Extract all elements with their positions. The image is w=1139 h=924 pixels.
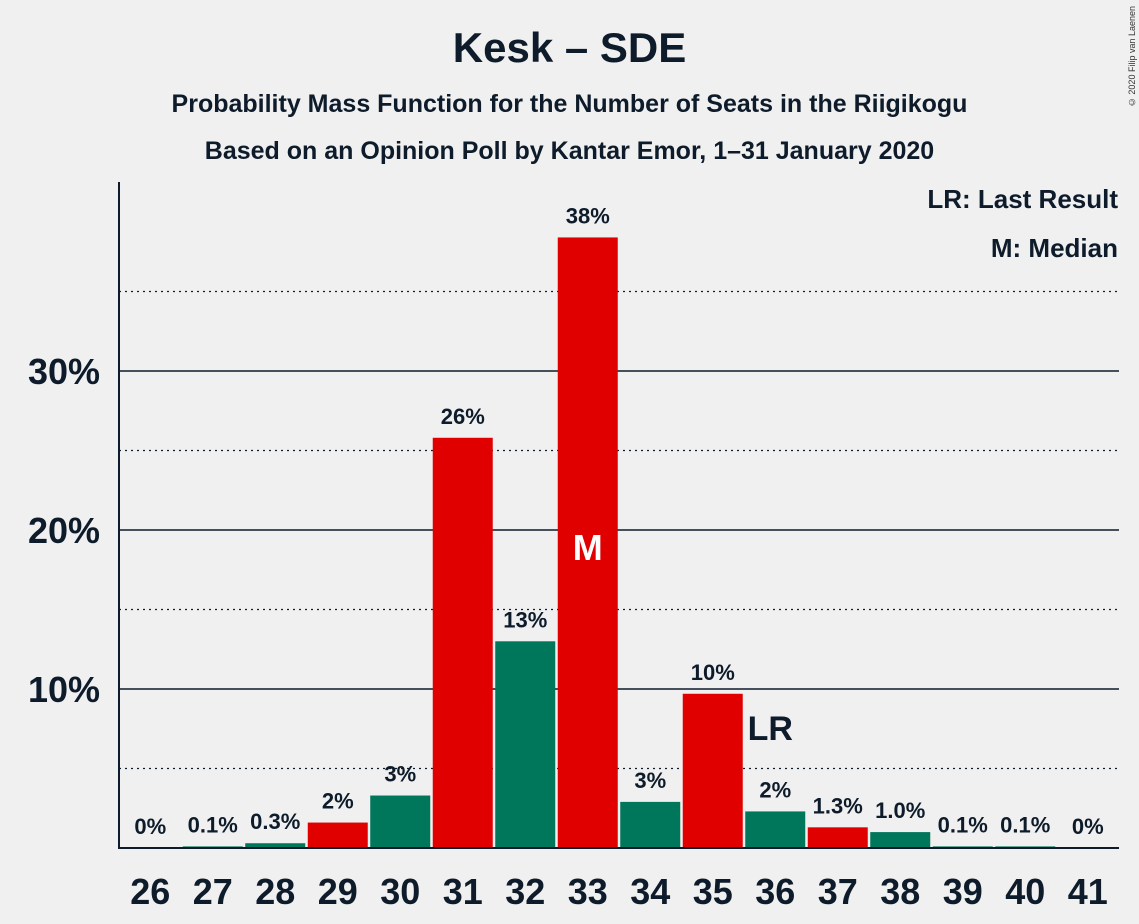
x-tick-label: 36 xyxy=(755,871,795,912)
y-tick-label: 10% xyxy=(28,669,100,710)
bar-value-label: 2% xyxy=(759,777,791,802)
bar-value-label: 1.3% xyxy=(813,793,863,818)
x-tick-label: 28 xyxy=(255,871,295,912)
x-tick-label: 37 xyxy=(818,871,858,912)
x-tick-label: 41 xyxy=(1068,871,1108,912)
bar xyxy=(370,795,431,848)
bar xyxy=(745,811,806,848)
bar-value-label: 13% xyxy=(503,607,547,632)
bar xyxy=(307,822,368,848)
x-tick-label: 29 xyxy=(318,871,358,912)
x-tick-label: 38 xyxy=(880,871,920,912)
bar xyxy=(432,437,493,848)
median-marker: M xyxy=(573,527,603,568)
bar-value-label: 26% xyxy=(441,404,485,429)
bar-value-label: 0% xyxy=(134,814,166,839)
bar-value-label: 0.1% xyxy=(1000,812,1050,837)
y-tick-label: 20% xyxy=(28,510,100,551)
chart-title: Kesk – SDE xyxy=(452,24,687,71)
bar-value-label: 3% xyxy=(634,768,666,793)
x-tick-label: 30 xyxy=(380,871,420,912)
bar-value-label: 38% xyxy=(566,203,610,228)
legend-last-result: LR: Last Result xyxy=(927,184,1118,214)
x-tick-label: 40 xyxy=(1005,871,1045,912)
bar-value-label: 10% xyxy=(691,660,735,685)
legend-median: M: Median xyxy=(990,233,1118,263)
bar xyxy=(245,843,306,848)
bar xyxy=(870,832,931,848)
x-tick-label: 34 xyxy=(630,871,670,912)
copyright-note: © 2020 Filip van Laenen xyxy=(1127,6,1137,108)
bar-value-label: 0% xyxy=(1072,814,1104,839)
bar-value-label: 1.0% xyxy=(875,798,925,823)
x-tick-label: 33 xyxy=(568,871,608,912)
bar xyxy=(495,641,556,848)
last-result-marker: LR xyxy=(748,710,793,748)
bar-value-label: 3% xyxy=(384,762,416,787)
bar xyxy=(620,801,681,848)
bar-value-label: 0.1% xyxy=(188,812,238,837)
chart-subtitle: Probability Mass Function for the Number… xyxy=(171,90,968,118)
y-tick-label: 30% xyxy=(28,351,100,392)
x-tick-label: 31 xyxy=(443,871,483,912)
bar xyxy=(557,237,618,848)
x-tick-label: 27 xyxy=(193,871,233,912)
x-tick-label: 26 xyxy=(130,871,170,912)
x-tick-label: 32 xyxy=(505,871,545,912)
chart-source: Based on an Opinion Poll by Kantar Emor,… xyxy=(204,137,935,165)
x-tick-label: 39 xyxy=(943,871,983,912)
bar-value-label: 0.3% xyxy=(250,809,300,834)
bar xyxy=(682,693,743,848)
x-tick-label: 35 xyxy=(693,871,733,912)
bar xyxy=(807,827,868,848)
bar-value-label: 0.1% xyxy=(938,812,988,837)
bar-value-label: 2% xyxy=(322,789,354,814)
